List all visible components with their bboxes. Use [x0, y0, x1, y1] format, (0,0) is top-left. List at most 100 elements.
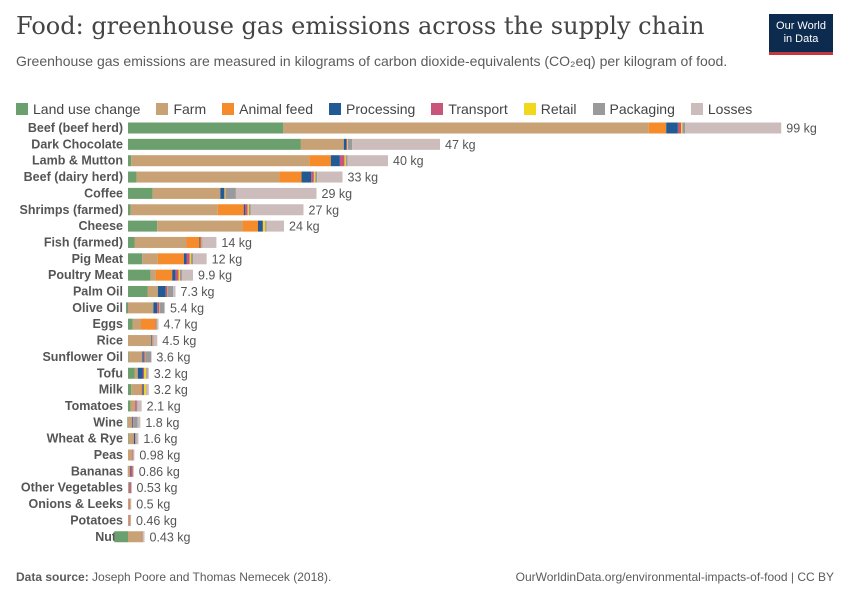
bar-segment-farm: [283, 122, 649, 134]
bar-row-peas[interactable]: Peas 0.98 kg: [94, 448, 181, 463]
bar-row-onions-leeks[interactable]: Onions & Leeks 0.5 kg: [29, 497, 171, 512]
bar-row-shrimps-farmed[interactable]: Shrimps (farmed) 27 kg: [20, 203, 340, 218]
bar-segment-farm: [128, 498, 130, 510]
total-label: 14 kg: [221, 236, 252, 250]
bar-row-other-vegetables[interactable]: Other Vegetables 0.53 kg: [21, 481, 178, 496]
legend-label: Packaging: [609, 101, 675, 117]
bar-row-coffee[interactable]: Coffee 29 kg: [84, 186, 352, 201]
bar-row-eggs[interactable]: Eggs 4.7 kg: [92, 317, 197, 332]
bar-row-poultry-meat[interactable]: Poultry Meat 9.9 kg: [48, 268, 232, 283]
footer-credit[interactable]: OurWorldinData.org/environmental-impacts…: [515, 570, 834, 584]
bar-segment-losses: [685, 122, 782, 134]
category-label: Peas: [94, 448, 123, 462]
bar-segment-processing: [133, 433, 136, 445]
bar-segment-farm: [128, 335, 152, 347]
bar-segment-losses: [131, 482, 132, 494]
bar-segment-losses: [137, 400, 142, 412]
bar-segment-land: [128, 400, 131, 412]
bar-segment-retail: [152, 335, 154, 347]
bar-segment-transport: [262, 220, 264, 232]
bar-segment-land: [114, 531, 128, 543]
bar-segment-losses: [193, 253, 207, 265]
bar-segment-transport: [157, 302, 160, 314]
bar-segment-retail: [189, 253, 192, 265]
legend-item-losses[interactable]: Losses: [690, 101, 753, 117]
bar-row-beef-dairy-herd[interactable]: Beef (dairy herd) 33 kg: [24, 170, 378, 185]
bar-segment-transport: [135, 400, 137, 412]
bar-row-wine[interactable]: Wine 1.8 kg: [93, 415, 179, 430]
bar-row-lamb-mutton[interactable]: Lamb & Mutton 40 kg: [32, 154, 424, 169]
bar-segment-processing: [220, 187, 225, 199]
legend-item-retail[interactable]: Retail: [523, 101, 577, 117]
bar-segment-transport: [186, 253, 190, 265]
category-label: Fish (farmed): [44, 235, 123, 249]
bar-segment-land: [128, 155, 132, 167]
bar-segment-processing: [153, 302, 158, 314]
bar-segment-transport: [311, 171, 314, 183]
bar-segment-land: [128, 269, 151, 281]
bar-row-milk[interactable]: Milk 3.2 kg: [99, 383, 188, 398]
legend-swatch: [329, 103, 342, 115]
category-label: Tomatoes: [65, 399, 123, 413]
bar-row-palm-oil[interactable]: Palm Oil 7.3 kg: [73, 285, 215, 300]
bar-segment-packaging: [136, 433, 137, 445]
bar-row-potatoes[interactable]: Potatoes 0.46 kg: [70, 513, 177, 528]
bar-segment-transport: [142, 367, 145, 379]
bar-segment-land: [128, 138, 301, 150]
bar-segment-losses: [146, 384, 149, 396]
total-label: 24 kg: [289, 220, 320, 234]
bar-segment-land: [128, 236, 135, 248]
bar-segment-losses: [157, 318, 159, 330]
legend-item-processing[interactable]: Processing: [329, 101, 415, 117]
bar-row-tofu[interactable]: Tofu 3.2 kg: [97, 366, 188, 381]
bar-row-tomatoes[interactable]: Tomatoes 2.1 kg: [65, 399, 181, 414]
bar-row-dark-chocolate[interactable]: Dark Chocolate 47 kg: [31, 137, 475, 152]
bar-row-cheese[interactable]: Cheese 24 kg: [79, 219, 320, 234]
legend-label: Losses: [707, 101, 753, 117]
bar-row-rice[interactable]: Rice 4.5 kg: [97, 334, 197, 349]
bar-segment-transport: [143, 351, 145, 363]
legend-swatch: [16, 103, 28, 115]
bar-segment-farm: [128, 302, 154, 314]
legend-item-packaging[interactable]: Packaging: [592, 101, 675, 117]
bar-row-fish-farmed[interactable]: Fish (farmed) 14 kg: [44, 235, 252, 250]
bar-segment-feed: [157, 253, 184, 265]
bar-row-olive-oil[interactable]: Olive Oil 5.4 kg: [72, 301, 204, 316]
legend-item-animal-feed[interactable]: Animal feed: [222, 101, 313, 117]
bar-row-beef-beef-herd[interactable]: Beef (beef herd) 99 kg: [28, 121, 817, 136]
category-label: Cheese: [79, 219, 124, 233]
bar-segment-processing: [343, 138, 347, 150]
bar-segment-transport: [132, 416, 134, 428]
bar-row-pig-meat[interactable]: Pig Meat 12 kg: [72, 252, 243, 266]
bar-segment-farm: [128, 351, 143, 363]
logo-line-2: in Data: [783, 33, 819, 45]
bar-segment-land: [128, 286, 148, 297]
bar-segment-farm: [152, 187, 221, 199]
legend-item-transport[interactable]: Transport: [431, 101, 508, 117]
bar-row-nuts[interactable]: Nuts 0.43 kg: [95, 530, 190, 545]
owid-logo[interactable]: Our World in Data: [769, 14, 833, 55]
bar-segment-feed: [309, 155, 331, 167]
bar-segment-transport: [143, 384, 145, 396]
bar-row-wheat-rye[interactable]: Wheat & Rye 1.6 kg: [47, 432, 178, 447]
bar-segment-land: [128, 187, 153, 199]
bar-segment-farm: [150, 269, 156, 281]
bar-segment-transport: [141, 531, 143, 543]
bar-row-bananas[interactable]: Bananas 0.86 kg: [71, 464, 180, 479]
bar-segment-farm: [134, 236, 187, 248]
bar-segment-losses: [136, 433, 139, 445]
legend-item-land-use-change[interactable]: Land use change: [16, 101, 140, 117]
bar-segment-packaging: [347, 138, 353, 150]
bar-segment-farm: [128, 449, 133, 461]
category-label: Wheat & Rye: [47, 432, 123, 446]
bar-segment-packaging: [191, 253, 193, 265]
total-label: 3.2 kg: [154, 383, 188, 397]
bar-segment-retail: [159, 302, 160, 314]
bar-segment-losses: [266, 220, 284, 232]
bar-segment-retail: [263, 220, 266, 232]
bar-segment-feed: [242, 220, 258, 232]
legend-item-farm[interactable]: Farm: [156, 101, 206, 117]
bar-row-sunflower-oil[interactable]: Sunflower Oil 3.6 kg: [42, 350, 190, 365]
total-label: 3.2 kg: [154, 367, 188, 381]
total-label: 0.46 kg: [136, 514, 177, 528]
